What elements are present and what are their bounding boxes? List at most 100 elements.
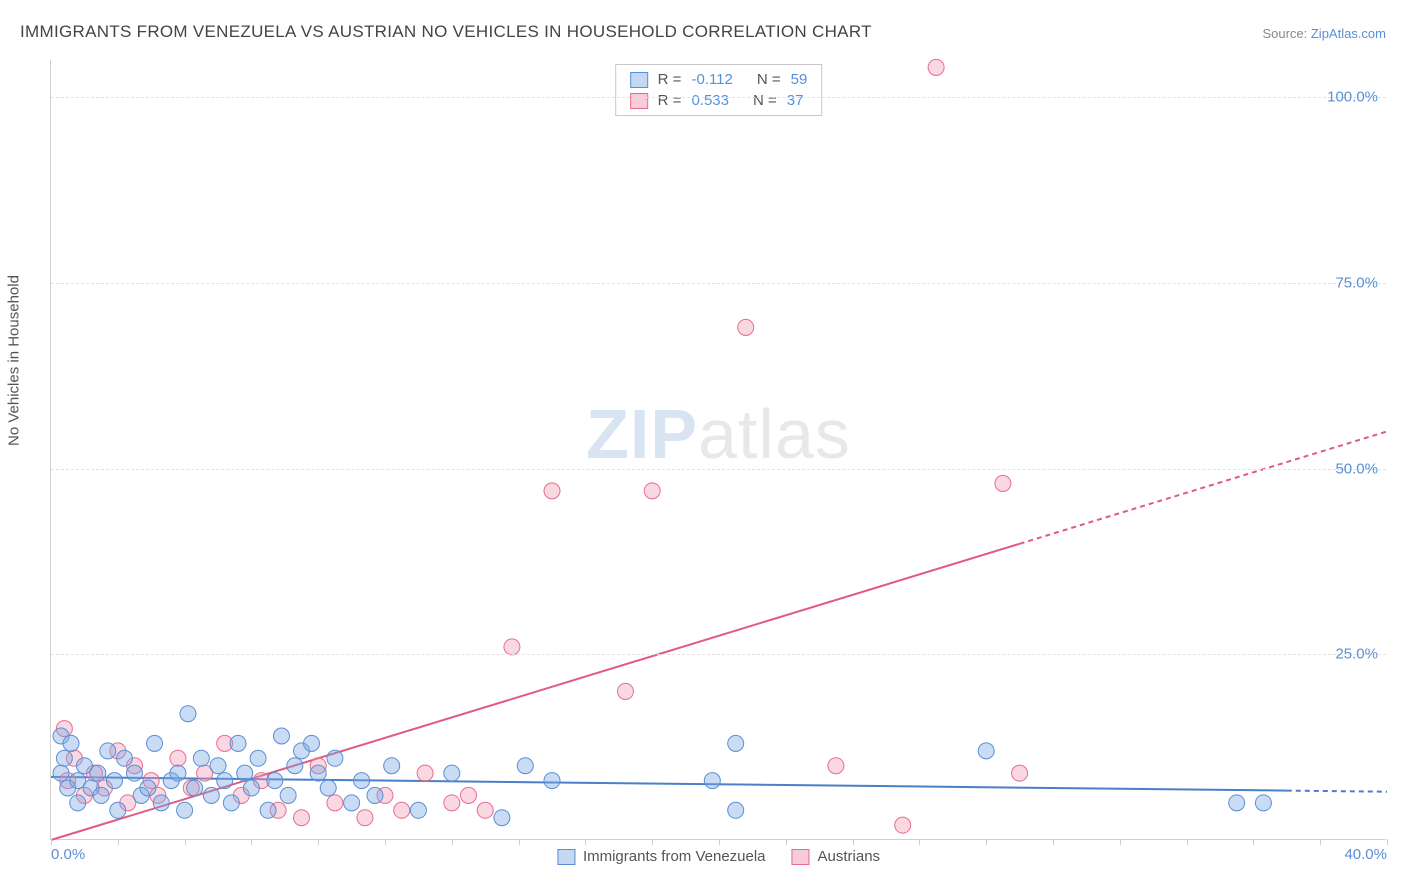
regression-line-pink-ext [1020, 431, 1387, 543]
scatter-point-blue [287, 758, 303, 774]
legend-item-pink: Austrians [792, 848, 881, 865]
scatter-point-blue [127, 765, 143, 781]
scatter-point-blue [230, 735, 246, 751]
scatter-point-blue [210, 758, 226, 774]
scatter-point-pink [504, 639, 520, 655]
scatter-point-blue [304, 735, 320, 751]
x-tick-mark [652, 839, 653, 845]
scatter-point-blue [344, 795, 360, 811]
x-tick-mark [919, 839, 920, 845]
y-tick-label: 25.0% [1335, 646, 1378, 663]
scatter-point-pink [544, 483, 560, 499]
scatter-point-blue [367, 787, 383, 803]
scatter-point-blue [250, 750, 266, 766]
scatter-point-blue [223, 795, 239, 811]
scatter-point-pink [995, 475, 1011, 491]
x-tick-mark [385, 839, 386, 845]
scatter-point-pink [394, 802, 410, 818]
x-tick-mark [585, 839, 586, 845]
scatter-point-pink [1012, 765, 1028, 781]
scatter-point-blue [93, 787, 109, 803]
chart-svg [51, 60, 1386, 839]
scatter-point-blue [63, 735, 79, 751]
scatter-point-pink [461, 787, 477, 803]
x-tick-label: 0.0% [51, 846, 85, 863]
x-tick-mark [786, 839, 787, 845]
scatter-point-blue [203, 787, 219, 803]
scatter-point-blue [193, 750, 209, 766]
scatter-point-blue [153, 795, 169, 811]
scatter-point-blue [410, 802, 426, 818]
scatter-point-blue [260, 802, 276, 818]
scatter-point-blue [217, 773, 233, 789]
source-label: Source: [1262, 26, 1310, 41]
scatter-point-pink [327, 795, 343, 811]
gridline [51, 469, 1386, 470]
scatter-point-pink [928, 59, 944, 75]
source-attribution: Source: ZipAtlas.com [1262, 26, 1386, 41]
scatter-point-blue [327, 750, 343, 766]
x-tick-mark [251, 839, 252, 845]
scatter-point-blue [444, 765, 460, 781]
scatter-point-pink [170, 750, 186, 766]
scatter-point-blue [384, 758, 400, 774]
scatter-point-pink [417, 765, 433, 781]
scatter-point-blue [320, 780, 336, 796]
x-tick-mark [853, 839, 854, 845]
swatch-pink-icon [792, 849, 810, 865]
x-tick-mark [118, 839, 119, 845]
scatter-point-blue [267, 773, 283, 789]
x-tick-mark [452, 839, 453, 845]
scatter-point-blue [280, 787, 296, 803]
legend-item-blue: Immigrants from Venezuela [557, 848, 766, 865]
scatter-point-blue [110, 802, 126, 818]
scatter-point-pink [294, 810, 310, 826]
scatter-point-blue [310, 765, 326, 781]
x-tick-mark [1187, 839, 1188, 845]
x-tick-mark [185, 839, 186, 845]
scatter-point-blue [100, 743, 116, 759]
scatter-point-blue [354, 773, 370, 789]
legend-label-blue: Immigrants from Venezuela [583, 848, 766, 865]
scatter-point-blue [1229, 795, 1245, 811]
x-tick-mark [318, 839, 319, 845]
scatter-point-pink [644, 483, 660, 499]
x-tick-label: 40.0% [1344, 846, 1387, 863]
scatter-point-blue [170, 765, 186, 781]
scatter-point-blue [177, 802, 193, 818]
gridline [51, 654, 1386, 655]
scatter-point-pink [444, 795, 460, 811]
swatch-blue-icon [557, 849, 575, 865]
scatter-point-blue [704, 773, 720, 789]
scatter-point-blue [517, 758, 533, 774]
scatter-point-blue [140, 780, 156, 796]
scatter-point-blue [494, 810, 510, 826]
scatter-point-blue [1255, 795, 1271, 811]
scatter-point-blue [237, 765, 253, 781]
x-tick-mark [1387, 839, 1388, 845]
x-tick-mark [1053, 839, 1054, 845]
scatter-point-blue [544, 773, 560, 789]
x-tick-mark [519, 839, 520, 845]
scatter-point-blue [106, 773, 122, 789]
scatter-point-pink [357, 810, 373, 826]
gridline [51, 283, 1386, 284]
scatter-point-pink [895, 817, 911, 833]
scatter-point-blue [53, 765, 69, 781]
x-tick-mark [1253, 839, 1254, 845]
plot-area: ZIPatlas R = -0.112 N = 59 R = 0.533 N =… [50, 60, 1386, 840]
x-tick-mark [1320, 839, 1321, 845]
scatter-point-blue [70, 795, 86, 811]
scatter-point-blue [273, 728, 289, 744]
scatter-point-blue [728, 735, 744, 751]
chart-title: IMMIGRANTS FROM VENEZUELA VS AUSTRIAN NO… [20, 22, 872, 42]
x-tick-mark [1120, 839, 1121, 845]
x-tick-mark [986, 839, 987, 845]
gridline [51, 97, 1386, 98]
y-tick-label: 100.0% [1327, 89, 1378, 106]
regression-line-blue-ext [1287, 791, 1387, 792]
source-link[interactable]: ZipAtlas.com [1311, 26, 1386, 41]
scatter-point-blue [90, 765, 106, 781]
scatter-point-blue [187, 780, 203, 796]
legend-bottom: Immigrants from Venezuela Austrians [557, 848, 880, 865]
